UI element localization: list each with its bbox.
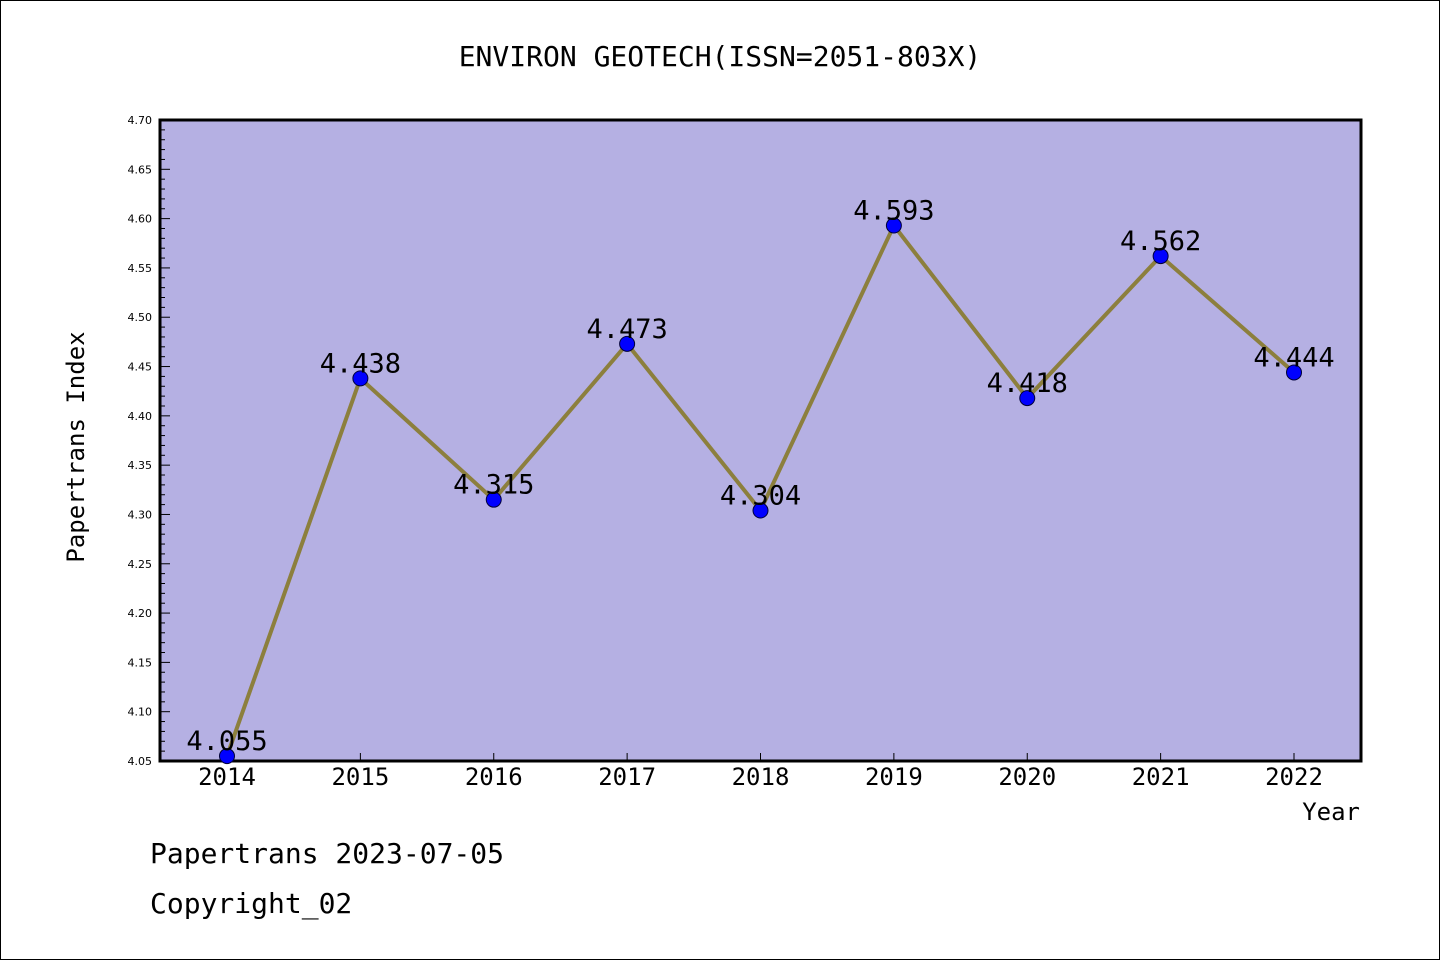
- x-tick-label: 2021: [1132, 763, 1190, 791]
- y-tick-label: 4.25: [128, 558, 153, 571]
- y-tick-label: 4.45: [128, 361, 153, 374]
- data-label: 4.315: [453, 470, 534, 501]
- data-label: 4.593: [853, 196, 934, 227]
- x-tick-label: 2015: [331, 763, 389, 791]
- y-tick-label: 4.60: [128, 213, 153, 226]
- x-tick-label: 2016: [465, 763, 523, 791]
- chart-title: ENVIRON GEOTECH(ISSN=2051-803X): [459, 40, 982, 73]
- data-label: 4.418: [987, 368, 1068, 399]
- y-axis-label: Papertrans Index: [62, 331, 90, 562]
- x-tick-label: 2020: [998, 763, 1056, 791]
- y-tick-label: 4.70: [128, 114, 153, 127]
- data-point: [885, 217, 902, 234]
- data-point: [619, 335, 636, 352]
- y-tick-label: 4.20: [128, 607, 153, 620]
- data-point: [752, 502, 769, 519]
- y-tick-label: 4.55: [128, 262, 153, 275]
- x-axis-label: Year: [1302, 798, 1360, 826]
- data-label: 4.562: [1120, 226, 1201, 257]
- x-tick-label: 2017: [598, 763, 656, 791]
- y-tick-label: 4.30: [128, 508, 153, 521]
- data-label: 4.438: [320, 348, 401, 379]
- y-tick-label: 4.10: [128, 706, 153, 719]
- y-tick-label: 4.05: [128, 755, 153, 768]
- data-point: [352, 370, 369, 387]
- x-tick-label: 2019: [865, 763, 923, 791]
- y-tick-label: 4.15: [128, 656, 153, 669]
- data-label: 4.473: [586, 314, 667, 345]
- y-tick-label: 4.50: [128, 311, 153, 324]
- footer-copyright: Copyright_02: [150, 887, 352, 921]
- plot-area: [158, 118, 1363, 763]
- data-label: 4.055: [186, 726, 267, 757]
- y-tick-label: 4.65: [128, 163, 153, 176]
- x-tick-label: 2014: [198, 763, 256, 791]
- data-point: [485, 491, 502, 508]
- footer-date: Papertrans 2023-07-05: [150, 837, 504, 870]
- data-label: 4.444: [1253, 342, 1334, 373]
- y-tick-label: 4.35: [128, 459, 153, 472]
- data-point: [219, 748, 235, 765]
- x-tick-label: 2022: [1265, 763, 1323, 791]
- data-point: [1152, 248, 1169, 265]
- data-point: [1286, 364, 1302, 381]
- data-point: [1019, 390, 1036, 407]
- data-label: 4.304: [720, 481, 801, 512]
- x-tick-label: 2018: [732, 763, 790, 791]
- y-tick-label: 4.40: [128, 410, 153, 423]
